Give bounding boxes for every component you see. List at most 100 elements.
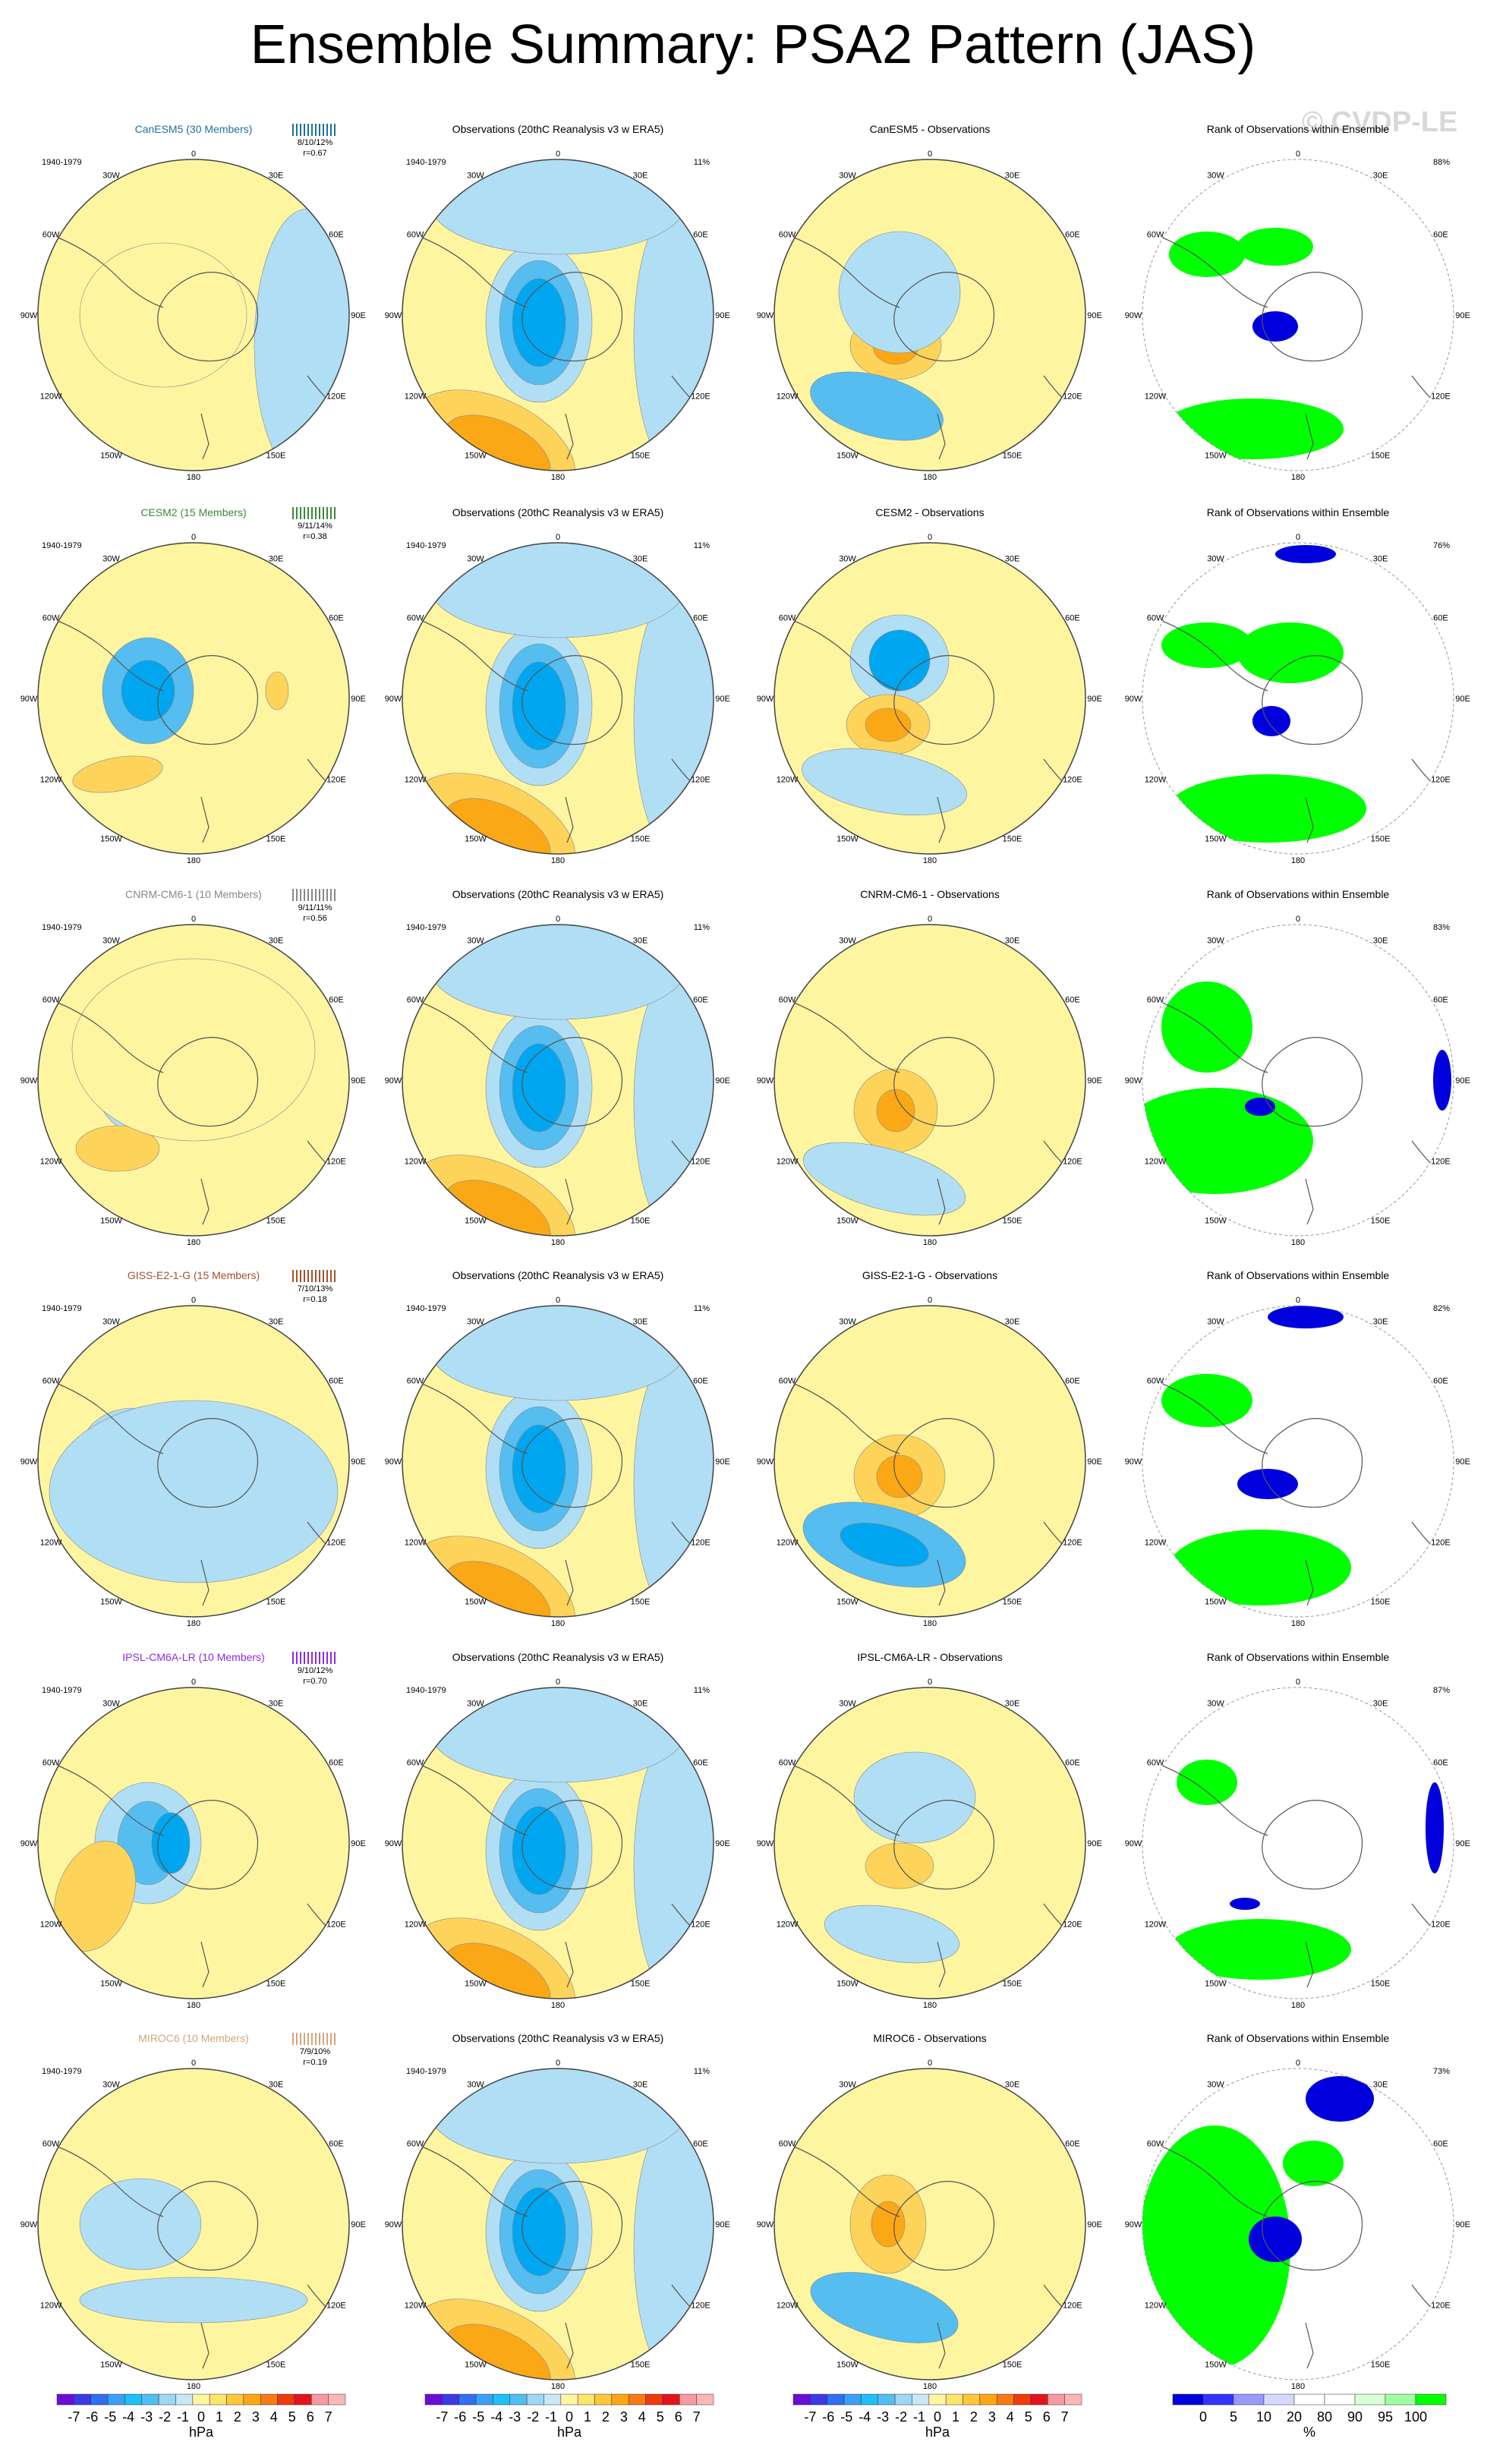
longitude-label: 120W (40, 776, 62, 785)
ensemble-bar (311, 889, 313, 901)
colorbar-swatch (912, 2393, 930, 2406)
longitude-label: 30E (1373, 1318, 1388, 1327)
map-border (37, 2068, 350, 2381)
map-border (1142, 542, 1454, 855)
colorbar-tick-label: 4 (1007, 2409, 1014, 2425)
model-title: MIROC6 (10 Members) (138, 2032, 248, 2044)
longitude-label: 120E (1431, 776, 1451, 785)
longitude-label: 150E (266, 451, 286, 460)
colorbar-tick-label: 7 (693, 2409, 701, 2425)
map-field (38, 1687, 349, 1999)
longitude-label: 90W (385, 2220, 402, 2229)
map-field (38, 1306, 349, 1617)
longitude-label: 90E (1455, 2220, 1470, 2229)
contour-region (633, 584, 714, 854)
colorbar-swatch (1030, 2393, 1048, 2406)
rank-region (1161, 399, 1344, 459)
obs-percent: 11% (694, 1304, 710, 1313)
longitude-label: 90E (1087, 1839, 1102, 1848)
longitude-label: 30E (269, 172, 284, 181)
colorbar-tick-label: 0 (1199, 2409, 1207, 2425)
map-background (38, 543, 349, 854)
correlation-label: r=0.67 (303, 149, 327, 158)
rank-map: 0 30E 60E 90E 120E 150E 180 150W 120W 90W 60W 30W (1125, 2059, 1470, 2391)
model-map: 0 30E 60E 90E 120E 150E 180 150W 120W 90W 60W 30W (20, 2059, 366, 2391)
hpa-colorbar-2: -7 -6 -5 -4 -3 -2 -1 0 1 2 3 4 5 6 7 hPa (424, 2393, 714, 2440)
contour-region (265, 671, 289, 711)
rank-colorbar: 0 5 10 20 80 90 95 100% (1172, 2393, 1447, 2440)
south-america-coastline (777, 231, 900, 308)
longitude-label: 120E (326, 392, 346, 402)
model-map: 0 30E 60E 90E 120E 150E 180 150W 120W 90W 60W 30W (20, 1296, 366, 1628)
ensemble-bar (311, 124, 313, 136)
longitude-label: 60E (1065, 1759, 1080, 1768)
longitude-label: 60E (329, 231, 344, 240)
rank-region (1433, 1050, 1451, 1111)
longitude-label: 150E (1371, 2360, 1391, 2369)
longitude-label: 90W (20, 2220, 38, 2229)
south-america-coastline (41, 2140, 164, 2217)
longitude-label: 120E (691, 2302, 710, 2311)
contour-region (802, 748, 967, 816)
south-america-coastline (1145, 1759, 1268, 1836)
ensemble-bar (304, 2033, 305, 2045)
longitude-label: 180 (1291, 2382, 1305, 2391)
colorbar-swatch (827, 2393, 845, 2406)
longitude-label: 120E (691, 1920, 710, 1930)
ensemble-bar (315, 124, 317, 136)
longitude-label: 120W (405, 1539, 427, 1548)
watermark: © CVDP-LE (1302, 106, 1458, 138)
colorbar-swatch (141, 2393, 159, 2406)
new-zealand-coastline (565, 796, 574, 843)
longitude-label: 0 (1296, 533, 1300, 542)
colorbar-tick-label: -3 (509, 2409, 521, 2425)
new-zealand-coastline (1305, 796, 1314, 843)
correlation-label: r=0.56 (303, 914, 327, 923)
ensemble-bar (334, 1270, 336, 1282)
colorbar-tick-label: -5 (472, 2409, 484, 2425)
rank-region (1283, 2141, 1344, 2186)
longitude-label: 60E (1065, 231, 1080, 240)
colorbar-swatch (611, 2393, 629, 2406)
colorbar-swatch (107, 2393, 125, 2406)
longitude-label: 60E (329, 614, 344, 623)
longitude-label: 120E (691, 1539, 710, 1548)
ensemble-bar (304, 1652, 305, 1664)
longitude-label: 0 (1296, 1296, 1300, 1305)
ensemble-bar (330, 2033, 332, 2045)
longitude-label: 60W (43, 1759, 60, 1768)
longitude-label: 30E (633, 2081, 648, 2090)
period-label: 1940-1979 (42, 1686, 82, 1695)
longitude-label: 30E (633, 172, 648, 181)
colorbar-tick-label: 7 (325, 2409, 332, 2425)
ensemble-bar (326, 124, 328, 136)
ensemble-bar (319, 124, 320, 136)
model-title: CESM2 (15 Members) (140, 506, 246, 518)
longitude-label: 120E (1063, 1920, 1082, 1930)
contour-region (633, 1347, 714, 1617)
longitude-label: 120W (1145, 392, 1167, 402)
south-america-coastline (405, 996, 528, 1073)
longitude-label: 150E (266, 1216, 286, 1225)
longitude-label: 150W (836, 2360, 859, 2369)
colorbar-swatch (1048, 2393, 1065, 2406)
stats-label: 7/9/10% (300, 2047, 331, 2056)
obs-percent: 11% (694, 923, 710, 932)
longitude-label: 90E (351, 2220, 366, 2229)
colorbar-tick-label: 5 (1230, 2409, 1237, 2425)
longitude-label: 0 (191, 533, 196, 542)
longitude-label: 60W (1147, 996, 1164, 1005)
longitude-label: 150E (1003, 834, 1022, 843)
longitude-label: 150E (1003, 1979, 1022, 1988)
ensemble-bar (326, 1652, 328, 1664)
rank-region (1169, 232, 1245, 277)
colorbar-tick-label: 6 (307, 2409, 314, 2425)
colorbar-tick-label: -4 (490, 2409, 503, 2425)
longitude-label: 30W (839, 2081, 856, 2090)
longitude-label: 90W (757, 1076, 774, 1085)
longitude-label: 120E (1063, 1158, 1082, 1167)
colorbar-tick-label: 90 (1347, 2409, 1363, 2425)
colorbar-swatch (894, 2393, 912, 2406)
ensemble-bar (304, 1270, 305, 1282)
colorbar-swatch (1293, 2393, 1325, 2406)
